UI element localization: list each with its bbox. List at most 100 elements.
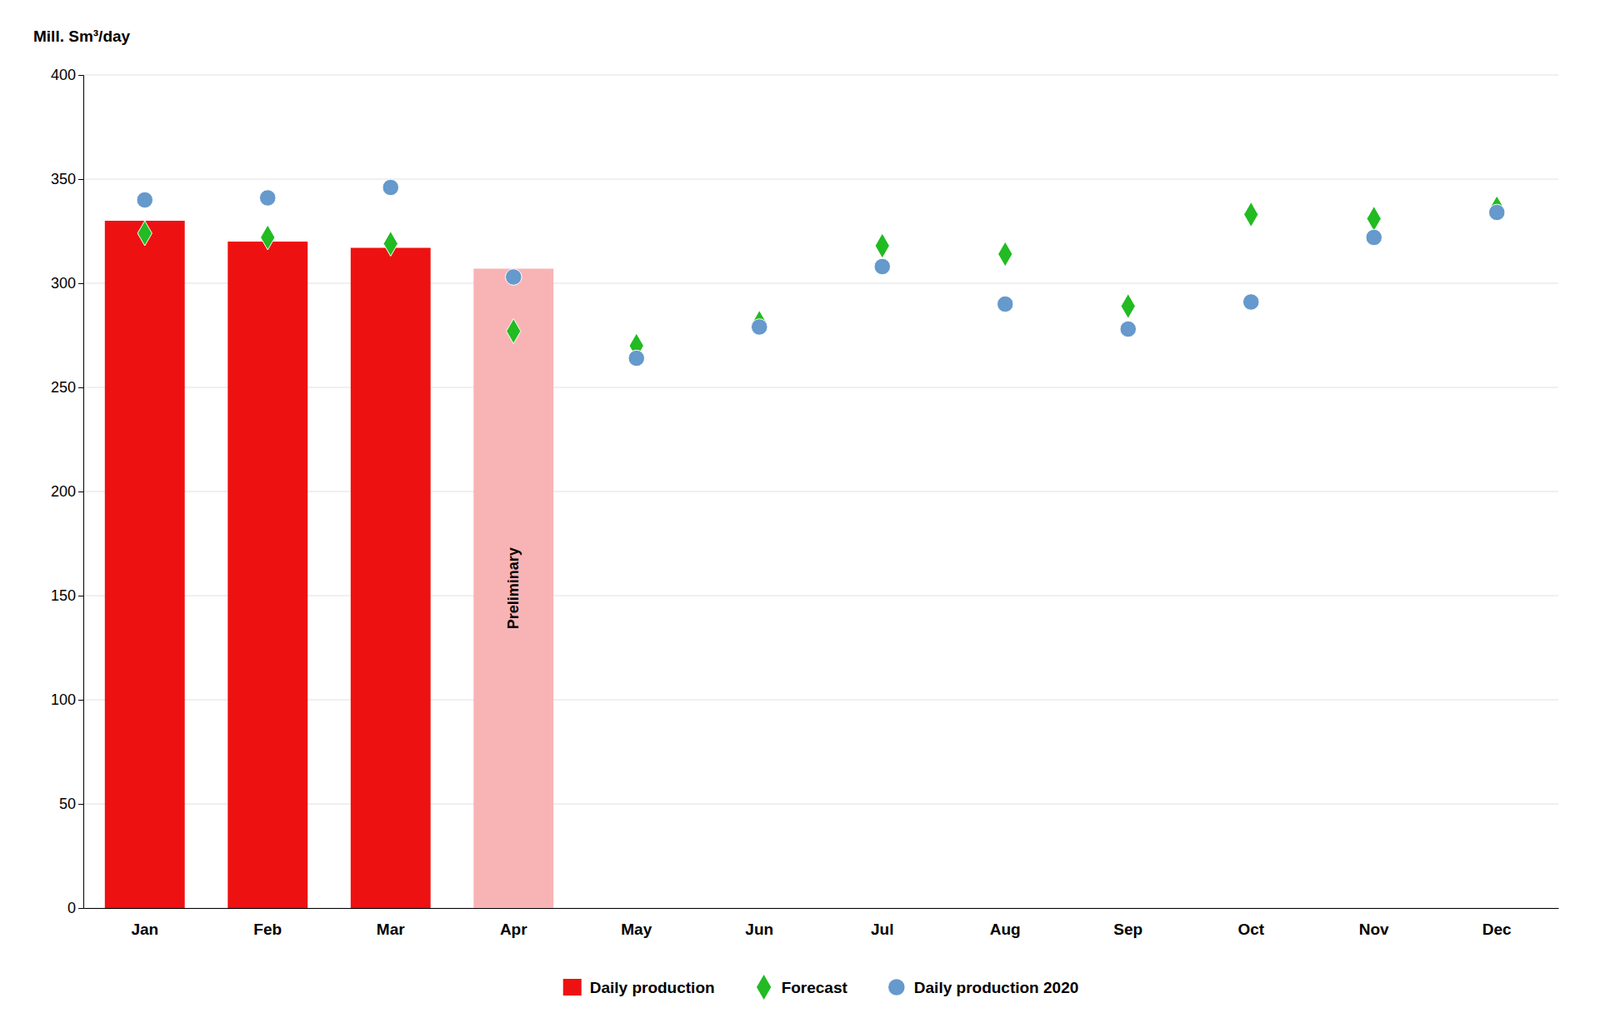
y-tick-mark [78,595,84,597]
y-tick-label: 150 [50,587,76,605]
circle-point [750,319,768,336]
y-tick: 0 [67,900,84,917]
y-tick-mark [78,908,84,910]
x-tick-label: Jan [130,920,159,939]
y-tick-label: 350 [50,170,76,188]
y-tick-label: 250 [50,379,76,396]
x-tick: Jul [870,920,894,939]
circle-point [874,258,891,275]
x-tick: Jan [130,920,159,939]
y-axis-title: Mill. Sm³/day [33,27,131,45]
y-tick: 400 [50,66,84,84]
y-axis-line [78,75,85,910]
x-tick: Sep [1113,920,1143,939]
x-axis-line [84,908,1560,910]
bar [473,269,554,910]
x-tick: Mar [376,920,405,939]
x-tick: Dec [1482,920,1512,939]
diamond-point [1120,293,1135,319]
x-tick-label: Jul [870,920,894,939]
x-tick-label: May [620,920,652,939]
diamond-point [875,233,890,259]
x-tick-label: Feb [253,920,282,939]
x-tick: Nov [1359,920,1390,939]
chart: 050100150200250300350400JanFebMarAprMayJ… [0,0,1600,1033]
legend-label: Daily production 2020 [914,979,1079,997]
x-tick: Aug [990,920,1021,939]
x-tick: May [620,920,652,939]
circle-point [259,190,276,207]
x-tick: Apr [500,920,528,939]
annotations: Preliminary [505,547,522,630]
x-tick-label: Oct [1237,920,1265,939]
circle-point [382,179,400,196]
y-tick: 350 [50,170,84,188]
x-tick-label: Sep [1113,920,1143,939]
bar [105,220,185,909]
legend-label: Forecast [781,979,849,997]
series [105,220,554,909]
y-tick-mark [78,283,84,285]
series [136,179,1505,367]
y-tick-mark [78,700,84,701]
x-tick: Oct [1237,920,1265,939]
circle-point [505,269,522,286]
x-tick-label: Aug [990,920,1021,939]
y-tick-label: 0 [67,900,76,917]
legend: Daily production Forecast Daily production… [563,975,1080,1000]
circle-point [996,295,1014,313]
y-tick-label: 50 [59,795,76,813]
bar [227,241,308,909]
circle-point [1120,320,1137,338]
x-tick-label: Dec [1482,920,1512,939]
diamond-point [506,318,521,344]
circle-point [628,350,645,367]
grid-line [83,75,1559,76]
diamond-point [137,220,152,246]
y-tick-label: 100 [50,691,76,709]
y-tick-label: 300 [50,275,76,292]
legend-item: Daily production [563,979,715,997]
legend-label: Daily production [590,979,715,997]
diamond-point [998,241,1013,267]
marks [105,179,1505,909]
legend-swatch [756,975,771,1000]
x-tick-label: Apr [500,920,528,939]
y-tick-label: 200 [50,483,76,500]
y-tick: 250 [50,379,84,396]
y-tick: 50 [59,795,84,813]
x-tick: Jun [745,920,774,939]
plot: 050100150200250300350400JanFebMarAprMayJ… [50,66,1560,939]
diamond-point [1244,201,1259,227]
y-tick: 100 [50,691,84,709]
diamond-point [260,225,275,250]
bar [350,248,431,910]
x-tick-label: Jun [745,920,774,939]
annotation: Preliminary [505,547,522,630]
diamond-point [383,230,398,256]
circle-point [136,191,154,209]
series [137,195,1505,359]
y-tick-mark [78,804,84,805]
y-tick-mark [78,387,84,389]
diamond-point [1366,205,1381,231]
grid-line [83,179,1559,180]
x-tick-label: Nov [1359,920,1390,939]
y-tick-mark [78,491,84,493]
legend-item: Forecast [756,975,849,1000]
x-tick-label: Mar [376,920,405,939]
legend-swatch [888,979,905,996]
x-tick: Feb [253,920,282,939]
y-tick: 200 [50,483,84,500]
legend-item: Daily production 2020 [888,979,1079,997]
y-tick-mark [78,179,84,180]
circle-point [1488,204,1505,221]
y-tick: 150 [50,587,84,605]
y-tick-mark [78,75,84,76]
legend-swatch [563,979,582,996]
x-axis: Jan Feb Mar Apr May Jun Jul Aug Sep Oct Nov Dec [84,909,1560,939]
y-tick-label: 400 [50,66,76,84]
circle-point [1242,294,1260,311]
grid [83,75,1559,909]
y-axis: 0 50 100 150 200 250 300 350 400 [50,66,85,917]
